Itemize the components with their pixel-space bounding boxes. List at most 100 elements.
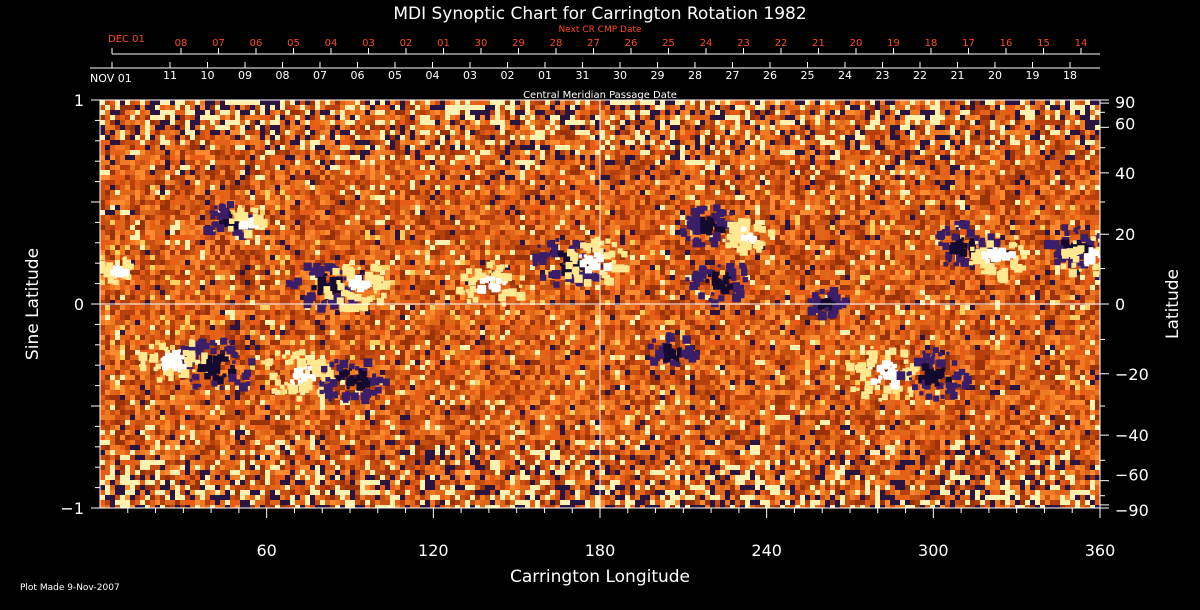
field-pixel [215, 125, 220, 130]
field-pixel [845, 165, 850, 170]
field-pixel [935, 145, 940, 150]
field-pixel [330, 195, 335, 200]
field-pixel [515, 145, 520, 150]
field-pixel [370, 195, 375, 200]
field-pixel [605, 175, 610, 180]
field-pixel [1055, 150, 1060, 155]
field-pixel [370, 175, 375, 180]
field-pixel [315, 165, 320, 170]
field-pixel [805, 120, 810, 125]
field-pixel [680, 195, 685, 200]
field-pixel [480, 125, 485, 130]
field-pixel [735, 140, 740, 145]
field-pixel [435, 145, 440, 150]
field-pixel [135, 195, 140, 200]
field-pixel [910, 210, 915, 215]
field-pixel [560, 115, 565, 120]
field-pixel [1065, 165, 1070, 170]
field-pixel [490, 215, 495, 220]
field-pixel [470, 120, 475, 125]
field-pixel [345, 140, 350, 145]
field-pixel [765, 100, 770, 105]
field-pixel [560, 220, 565, 225]
field-pixel [200, 180, 205, 185]
field-pixel [1050, 115, 1055, 120]
field-pixel [395, 140, 400, 145]
field-pixel [245, 155, 250, 160]
field-pixel [960, 155, 965, 160]
field-pixel [485, 105, 490, 110]
field-pixel [1035, 155, 1040, 160]
field-pixel [260, 200, 265, 205]
field-pixel [340, 115, 345, 120]
field-pixel [540, 215, 545, 220]
field-pixel [1040, 100, 1045, 105]
field-pixel [735, 145, 740, 150]
field-pixel [765, 170, 770, 175]
field-pixel [1005, 135, 1010, 140]
field-pixel [550, 205, 555, 210]
field-pixel [340, 180, 345, 185]
field-pixel [325, 120, 330, 125]
field-pixel [390, 205, 395, 210]
field-pixel [155, 110, 160, 115]
field-pixel [565, 155, 570, 160]
field-pixel [835, 215, 840, 220]
field-pixel [715, 145, 720, 150]
field-pixel [740, 175, 745, 180]
field-pixel [400, 120, 405, 125]
field-pixel [755, 155, 760, 160]
field-pixel [595, 170, 600, 175]
field-pixel [795, 160, 800, 165]
field-pixel [575, 215, 580, 220]
field-pixel [815, 215, 820, 220]
field-pixel [1085, 125, 1090, 130]
field-pixel [125, 185, 130, 190]
field-pixel [1015, 220, 1020, 225]
field-pixel [580, 130, 585, 135]
field-pixel [950, 115, 955, 120]
field-pixel [980, 150, 985, 155]
field-pixel [250, 170, 255, 175]
field-pixel [585, 195, 590, 200]
field-pixel [405, 135, 410, 140]
field-pixel [830, 140, 835, 145]
field-pixel [440, 110, 445, 115]
field-pixel [1005, 165, 1010, 170]
field-pixel [805, 140, 810, 145]
field-pixel [655, 120, 660, 125]
field-pixel [770, 155, 775, 160]
field-pixel [970, 150, 975, 155]
field-pixel [530, 150, 535, 155]
field-pixel [930, 135, 935, 140]
field-pixel [795, 185, 800, 190]
field-pixel [515, 105, 520, 110]
field-pixel [500, 155, 505, 160]
field-pixel [610, 135, 615, 140]
field-pixel [460, 105, 465, 110]
field-pixel [815, 165, 820, 170]
field-pixel [700, 100, 705, 105]
field-pixel [615, 150, 620, 155]
field-pixel [885, 210, 890, 215]
field-pixel [390, 210, 395, 215]
field-pixel [1090, 190, 1095, 195]
field-pixel [930, 120, 935, 125]
field-pixel [220, 155, 225, 160]
field-pixel [240, 105, 245, 110]
field-pixel [110, 100, 115, 105]
field-pixel [240, 190, 245, 195]
field-pixel [500, 105, 505, 110]
field-pixel [320, 215, 325, 220]
field-pixel [485, 125, 490, 130]
field-pixel [970, 190, 975, 195]
field-pixel [1095, 210, 1100, 215]
field-pixel [160, 160, 165, 165]
field-pixel [205, 180, 210, 185]
field-pixel [280, 165, 285, 170]
field-pixel [215, 145, 220, 150]
field-pixel [1030, 200, 1035, 205]
field-pixel [1035, 170, 1040, 175]
field-pixel [630, 120, 635, 125]
field-pixel [165, 110, 170, 115]
